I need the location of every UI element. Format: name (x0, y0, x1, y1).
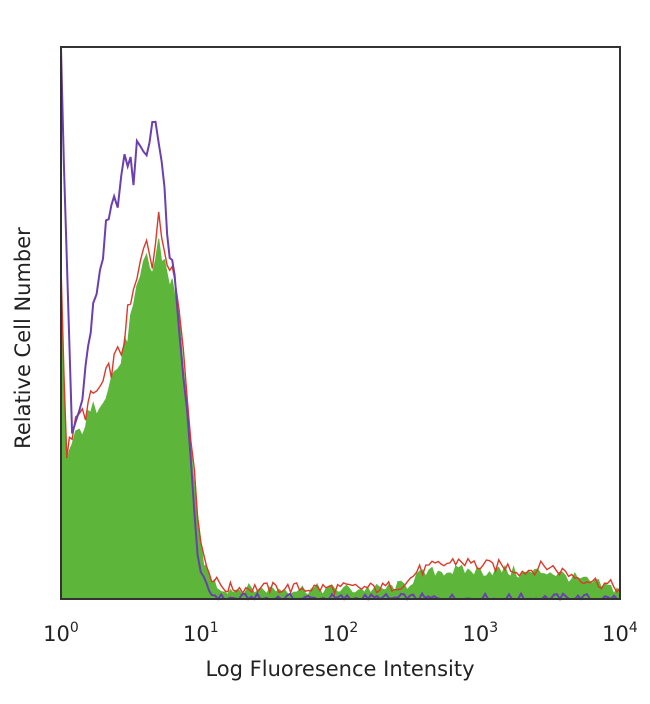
x-tick-label: 101 (183, 620, 219, 646)
x-axis-ticks: 100 101 102 103 104 (43, 620, 638, 646)
red-histogram-line (60, 211, 621, 596)
x-tick-label: 102 (323, 620, 359, 646)
x-tick-label: 104 (602, 620, 638, 646)
filled-histogram-series (60, 238, 621, 600)
x-tick-label: 100 (43, 620, 79, 646)
plot-frame (60, 46, 621, 600)
x-axis-title: Log Fluoresence Intensity (205, 657, 474, 681)
plot-area (60, 48, 621, 601)
x-tick-label: 103 (462, 620, 498, 646)
y-axis-title: Relative Cell Number (11, 227, 35, 449)
